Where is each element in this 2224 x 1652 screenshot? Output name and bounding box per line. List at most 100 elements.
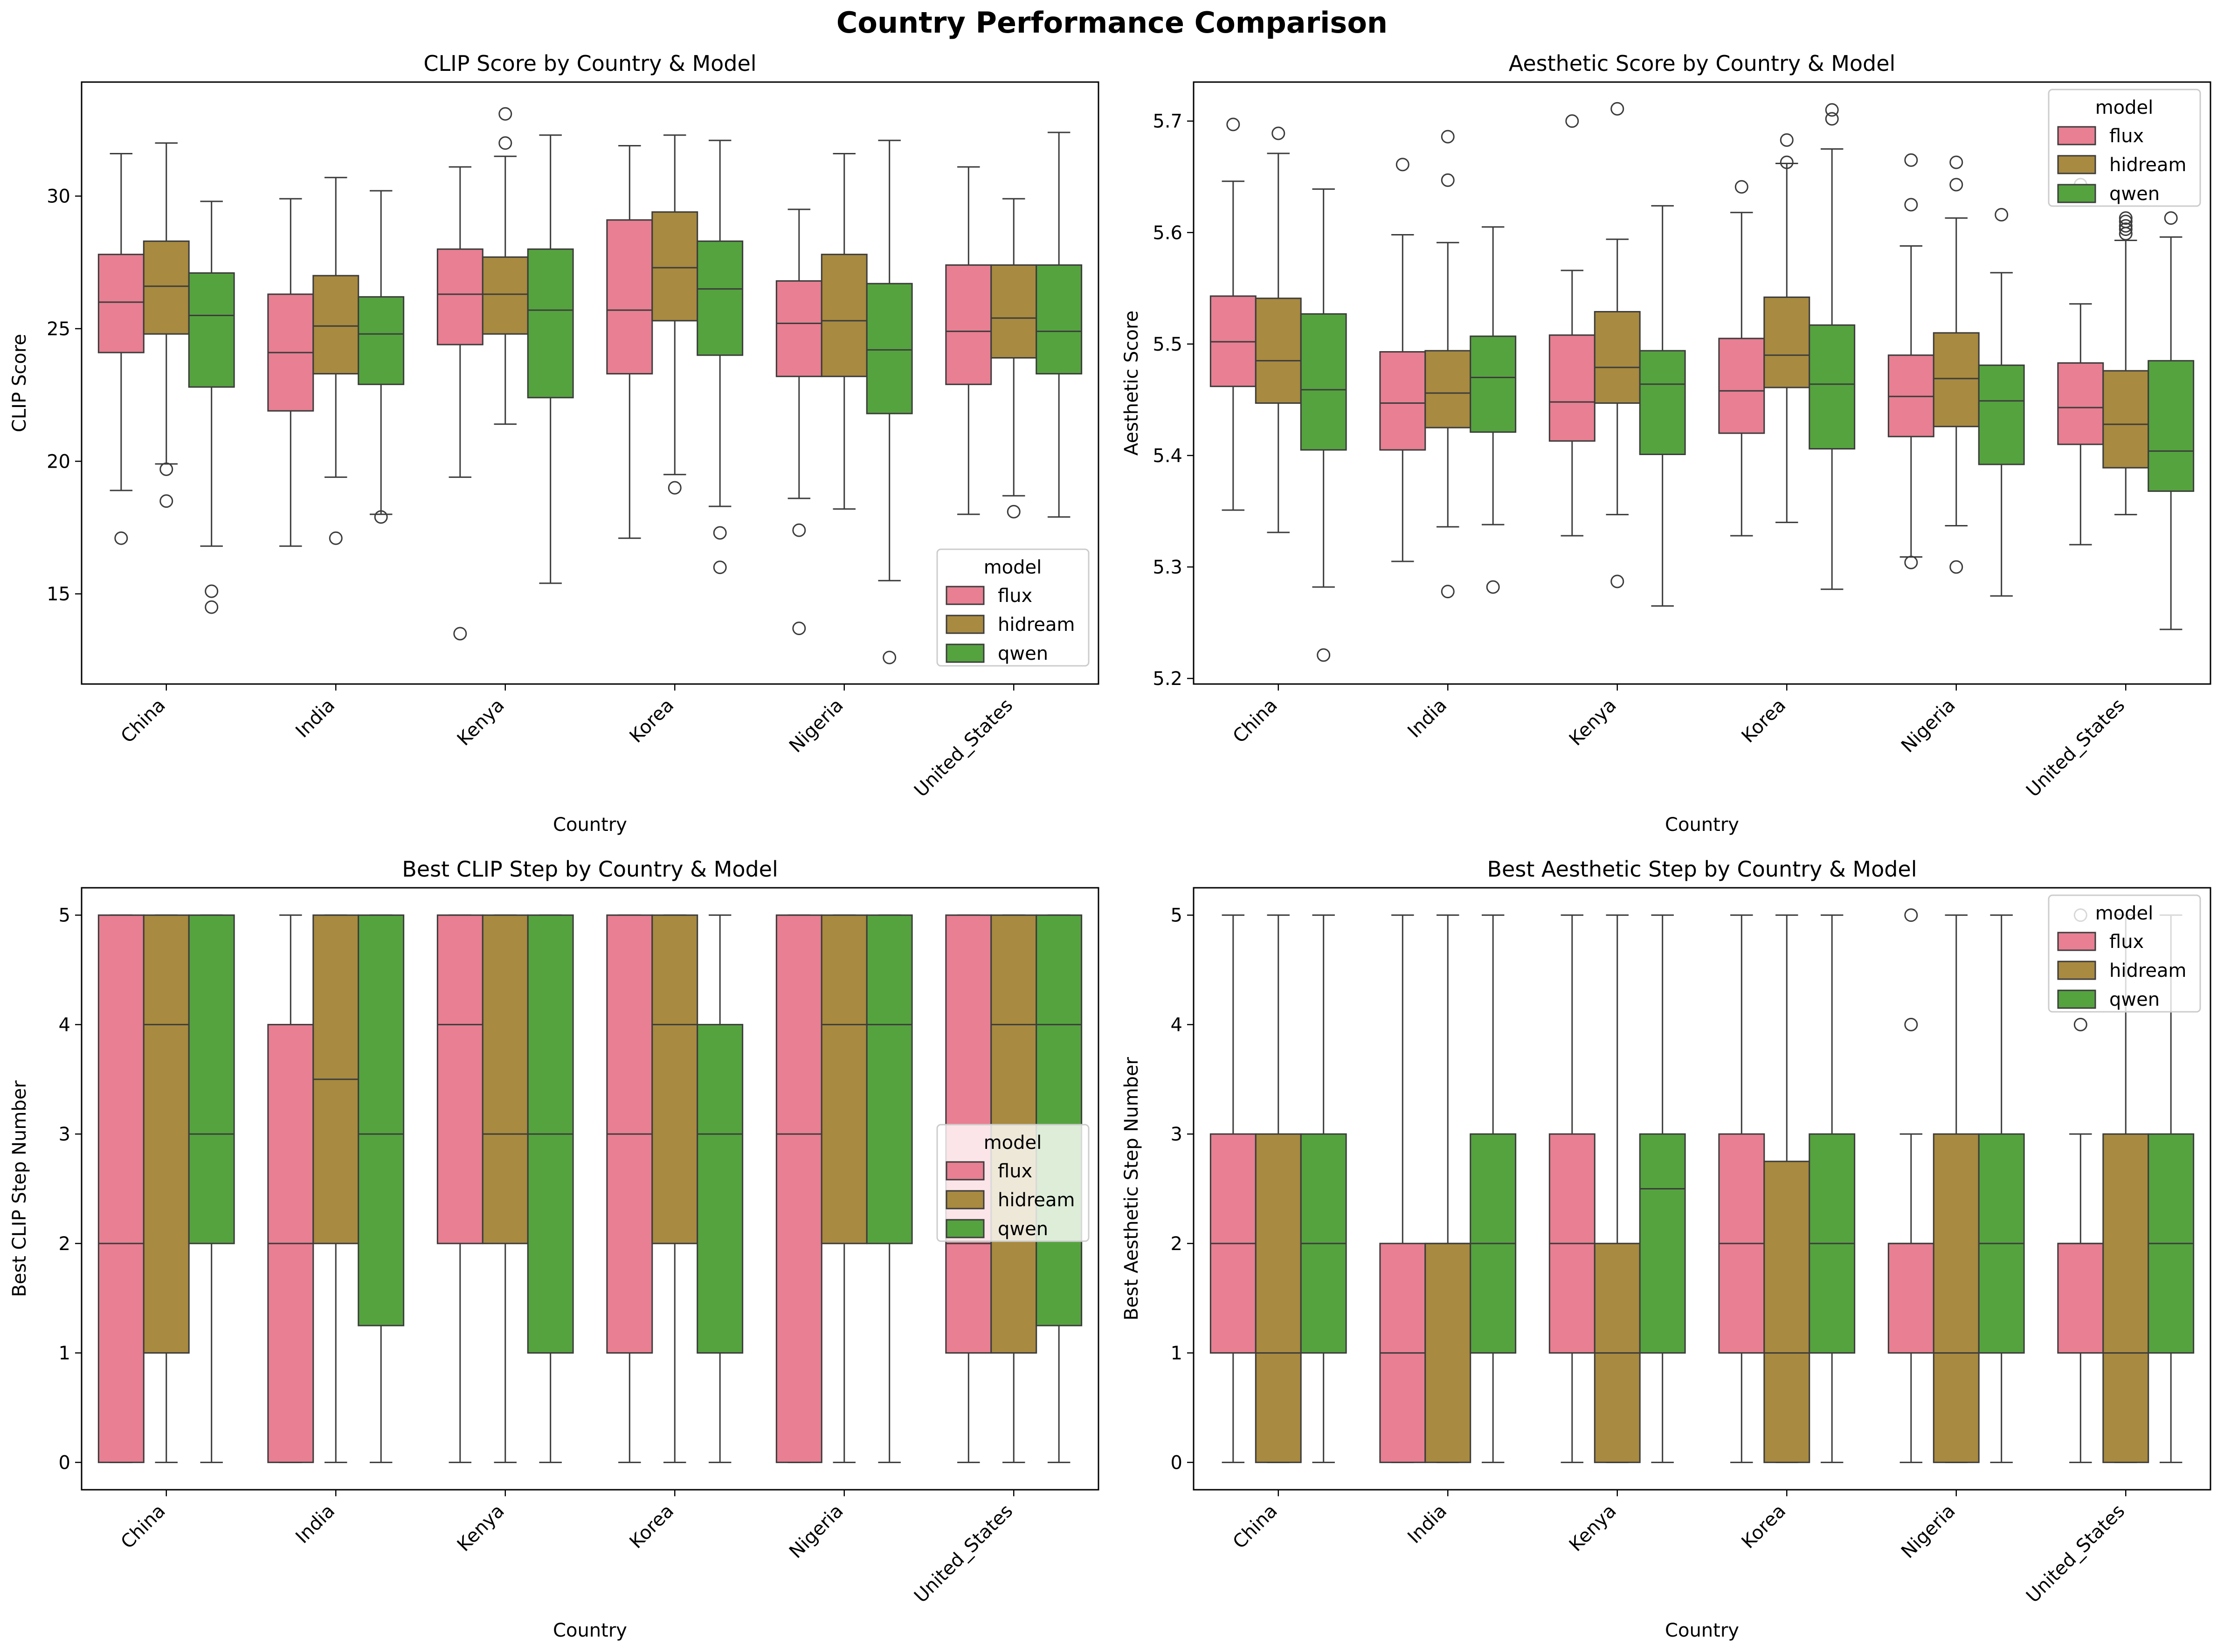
outlier-point <box>1226 118 1240 131</box>
x-tick-label: China <box>117 695 169 747</box>
y-tick-label: 5.3 <box>1153 557 1182 578</box>
box-qwen-China <box>1300 914 1347 1463</box>
box-qwen-Kenya <box>1639 914 1686 1463</box>
box-iqr <box>143 240 190 335</box>
box-iqr <box>697 1023 744 1354</box>
box-hidream-Nigeria <box>1933 914 1980 1463</box>
y-tick-label: 5.5 <box>1153 334 1182 355</box>
box-qwen-Korea <box>697 914 744 1463</box>
box-iqr <box>1470 335 1517 433</box>
y-tick-label: 5.4 <box>1153 445 1182 467</box>
x-tick-label: United_States <box>2022 695 2129 802</box>
outlier-point <box>1904 1017 1918 1031</box>
box-qwen-Korea <box>697 139 744 574</box>
box-iqr <box>821 254 868 377</box>
x-tick-label: India <box>291 695 339 742</box>
y-tick-label: 1 <box>1171 1343 1182 1364</box>
legend-swatch-flux <box>946 586 985 605</box>
outlier-point <box>1317 648 1331 662</box>
box-iqr <box>436 248 483 346</box>
outlier-point <box>205 600 219 614</box>
legend-label-qwen: qwen <box>998 643 1048 664</box>
box-iqr <box>697 240 744 356</box>
outlier-point <box>1780 155 1794 169</box>
box-hidream-United_States <box>2102 914 2149 1463</box>
legend-label-hidream: hidream <box>998 614 1075 636</box>
x-tick-label: Nigeria <box>1897 695 1960 757</box>
legend-title: model <box>2095 903 2154 924</box>
outlier-point <box>1780 133 1794 147</box>
box-flux-Korea <box>1718 914 1765 1463</box>
legend-swatch-flux <box>946 1161 985 1181</box>
outlier-point <box>1271 126 1285 140</box>
box-qwen-Nigeria <box>866 139 913 664</box>
legend-label-qwen: qwen <box>998 1218 1048 1240</box>
box-iqr <box>1424 350 1471 429</box>
figure-title: Country Performance Comparison <box>836 6 1388 40</box>
x-tick-label: Korea <box>626 1500 678 1553</box>
outlier-point <box>1949 155 1963 169</box>
box-flux-Kenya <box>1548 114 1595 537</box>
box-qwen-Nigeria <box>1978 207 2025 597</box>
outlier-point <box>498 136 512 150</box>
box-hidream-India <box>312 914 359 1463</box>
box-flux-Nigeria <box>1887 908 1934 1463</box>
outlier-point <box>2119 222 2133 236</box>
box-iqr <box>188 914 235 1244</box>
box-iqr <box>651 914 698 1244</box>
box-hidream-Kenya <box>1594 914 1641 1463</box>
box-iqr <box>143 914 190 1354</box>
box-flux-United_States <box>2057 178 2104 546</box>
legend-swatch-flux <box>2057 126 2096 145</box>
legend: model flux hidream qwen <box>936 548 1090 667</box>
box-qwen-Korea <box>1809 103 1856 590</box>
box-flux-China <box>1209 914 1257 1463</box>
box-qwen-India <box>358 190 405 524</box>
outlier-point <box>1441 585 1455 599</box>
outlier-point <box>1395 158 1409 172</box>
box-iqr <box>651 211 698 322</box>
outlier-point <box>1825 112 1839 126</box>
box-flux-Nigeria <box>1887 153 1934 569</box>
legend-title: model <box>984 1132 1042 1154</box>
box-iqr <box>1594 311 1641 404</box>
box-iqr <box>2102 1133 2149 1463</box>
box-iqr <box>482 914 529 1244</box>
box-hidream-Korea <box>651 134 698 495</box>
y-tick-label: 5 <box>59 905 70 926</box>
outlier-point <box>374 510 388 524</box>
legend-frame <box>936 1124 1090 1242</box>
box-hidream-China <box>143 914 190 1463</box>
box-hidream-Kenya <box>482 107 529 425</box>
chart-title: Aesthetic Score by Country & Model <box>1509 51 1896 76</box>
y-tick-label: 0 <box>1171 1452 1182 1473</box>
chart-title: CLIP Score by Country & Model <box>423 51 756 76</box>
x-tick-label: India <box>1403 695 1451 742</box>
y-tick-label: 5 <box>1171 905 1182 926</box>
box-iqr <box>1763 296 1810 388</box>
box-hidream-Korea <box>1763 914 1810 1463</box>
outlier-point <box>792 622 806 636</box>
box-flux-United_States <box>945 166 992 515</box>
outlier-point <box>1825 103 1839 117</box>
outlier-point <box>1949 178 1963 192</box>
box-hidream-Kenya <box>482 914 529 1463</box>
x-tick-label: China <box>1229 1500 1281 1553</box>
box-iqr <box>775 280 822 377</box>
outlier-point <box>1441 130 1455 144</box>
x-tick-label: India <box>1403 1500 1451 1548</box>
box-qwen-Nigeria <box>1978 914 2025 1463</box>
box-hidream-Korea <box>1763 133 1810 523</box>
box-qwen-Korea <box>1809 914 1856 1463</box>
outlier-point <box>1007 505 1021 518</box>
legend-frame <box>2048 894 2201 1013</box>
legend-swatch-hidream <box>946 1190 985 1210</box>
y-tick-label: 25 <box>47 318 70 340</box>
axes-frame <box>1193 887 2211 1491</box>
box-flux-Korea <box>606 914 653 1463</box>
box-hidream-Nigeria <box>821 153 868 510</box>
box-iqr <box>990 264 1037 359</box>
outlier-point <box>498 107 512 121</box>
x-tick-label: India <box>291 1500 339 1548</box>
legend-swatch-qwen <box>2057 184 2096 203</box>
